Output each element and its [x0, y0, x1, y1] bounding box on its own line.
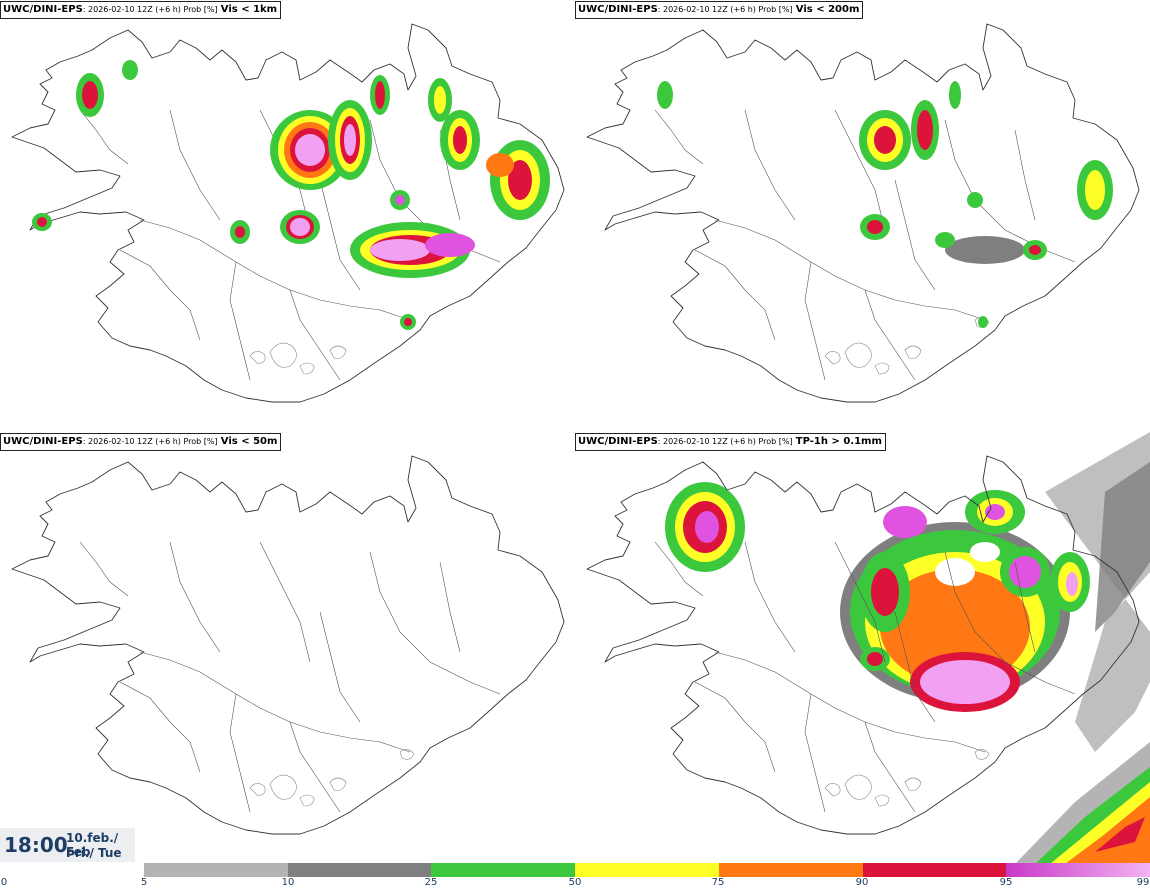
colorbar-tick-label: 25: [424, 877, 438, 888]
colorbar-tick-label: 5: [140, 877, 148, 888]
valid-hour: 18:00: [4, 833, 68, 857]
colorbar-segment: [431, 863, 576, 877]
map-vis-50m: [11, 455, 565, 835]
map-panel-vis-50m: UWC/DINI-EPS: 2026-02-10 12Z (+6 h) Prob…: [0, 432, 575, 864]
map-vis-1km: [11, 23, 565, 403]
colorbar-segment: [144, 863, 288, 877]
prob-field-vis-200m: [657, 81, 1113, 328]
colorbar-ticks: 0 5 10 25 50 75 90 95 99: [0, 877, 1150, 891]
map-vis-200m: [586, 23, 1140, 403]
colorbar-segment: [575, 863, 719, 877]
colorbar-segment: [1006, 863, 1150, 877]
colorbar-tick-label: 10: [281, 877, 295, 888]
prob-field-vis-1km: [32, 60, 550, 330]
colorbar-segment: [287, 863, 432, 877]
colorbar-tick-label: 75: [711, 877, 725, 888]
colorbar-tick-label: 95: [999, 877, 1013, 888]
colorbar-tick-label: 50: [568, 877, 582, 888]
colorbar-segment: [862, 863, 1007, 877]
map-panel-tp-1h: UWC/DINI-EPS: 2026-02-10 12Z (+6 h) Prob…: [575, 432, 1150, 864]
map-panel-vis-1km: UWC/DINI-EPS: 2026-02-10 12Z (+6 h) Prob…: [0, 0, 575, 432]
panel-title: UWC/DINI-EPS: 2026-02-10 12Z (+6 h) Prob…: [0, 433, 282, 451]
colorbar-tick-label: 90: [855, 877, 869, 888]
colorbar-tick-label: 99: [1136, 877, 1150, 888]
valid-date: 10.feb./ Feb: [66, 831, 119, 859]
colorbar-tick-label: 0: [0, 877, 8, 888]
panel-title: UWC/DINI-EPS: 2026-02-10 12Z (+6 h) Prob…: [575, 1, 864, 19]
probability-colorbar: [144, 863, 1150, 877]
map-panel-vis-200m: UWC/DINI-EPS: 2026-02-10 12Z (+6 h) Prob…: [575, 0, 1150, 432]
colorbar-segment: [718, 863, 863, 877]
map-tp-1h: [586, 432, 1150, 864]
valid-time-box: 18:00 10.feb./ Feb Þri./ Tue: [0, 828, 135, 862]
panel-title: UWC/DINI-EPS: 2026-02-10 12Z (+6 h) Prob…: [575, 433, 886, 451]
panel-title: UWC/DINI-EPS: 2026-02-10 12Z (+6 h) Prob…: [0, 1, 282, 19]
valid-day: Þri./ Tue: [66, 846, 122, 860]
prob-field-tp-1h: [665, 432, 1150, 864]
